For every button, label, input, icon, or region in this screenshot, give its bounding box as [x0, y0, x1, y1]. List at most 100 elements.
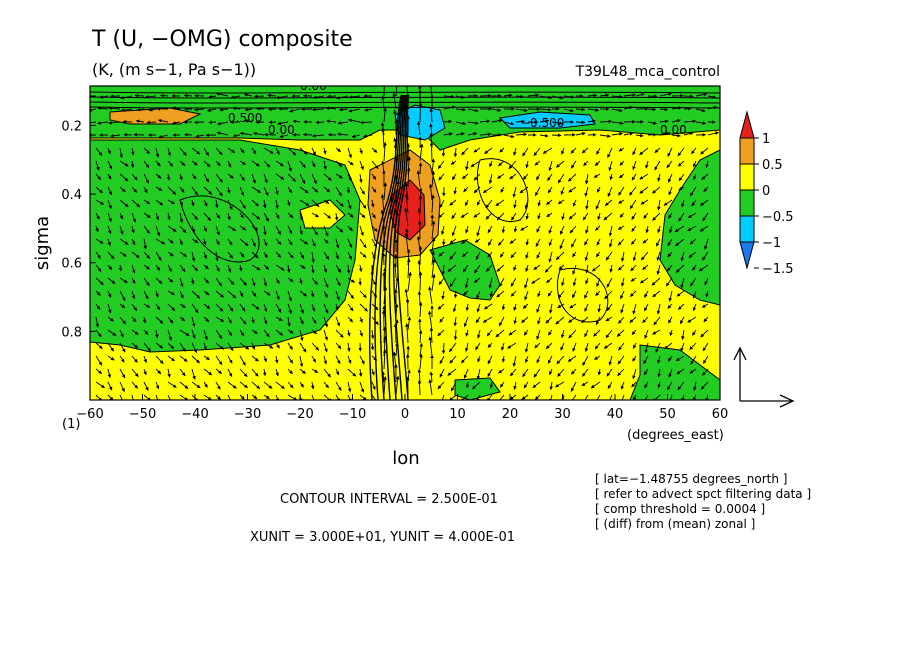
wind-vector [370, 199, 375, 208]
wind-vector [90, 121, 97, 124]
wind-vector [335, 316, 341, 327]
wind-vector [275, 342, 280, 349]
wind-vector [119, 342, 126, 353]
wind-vector [251, 160, 260, 167]
wind-vector [347, 381, 352, 393]
wind-vector [467, 132, 478, 136]
wind-vector [335, 303, 339, 311]
wind-vector [95, 277, 104, 286]
wind-vector [449, 342, 457, 353]
wind-vector [335, 342, 342, 349]
wind-vector [681, 329, 685, 340]
wind-vector [335, 199, 344, 207]
wind-vector [453, 290, 458, 299]
wind-vector [95, 290, 101, 296]
wind-vector [323, 381, 329, 389]
info-line: [ comp threshold = 0.0004 ] [595, 502, 765, 516]
colorbar-segment [739, 137, 755, 165]
wind-vector [119, 173, 129, 182]
wind-vector [239, 186, 245, 196]
wind-vector [703, 186, 709, 193]
wind-vector [669, 225, 673, 234]
wind-vector [667, 355, 673, 362]
wind-vector [227, 238, 233, 246]
colorbar: 1 0.5 0 −0.5 −1 −1.5 [739, 110, 794, 277]
wind-vector [681, 199, 685, 208]
colorbar-label: 0.5 [762, 158, 783, 173]
wind-vector [179, 264, 186, 273]
wind-vector [617, 238, 625, 246]
wind-vector [203, 251, 207, 259]
wind-vector [450, 381, 457, 392]
wind-vector [251, 381, 261, 390]
wind-vector [520, 225, 529, 231]
wind-vector [347, 303, 354, 312]
wind-vector [167, 186, 177, 195]
wind-vector [347, 329, 351, 337]
wind-vector [131, 329, 139, 335]
wind-vector [191, 368, 196, 380]
wind-vector [462, 173, 469, 180]
wind-vector [655, 342, 661, 353]
wind-vector [451, 212, 457, 219]
wind-vector [239, 225, 247, 231]
wind-vector [675, 238, 685, 247]
run-name: T39L48_mca_control [575, 64, 720, 80]
wind-vector [630, 264, 637, 272]
wind-vector [680, 277, 685, 289]
wind-vector [687, 225, 697, 232]
wind-vector [606, 368, 613, 377]
wind-vector [203, 225, 207, 232]
wind-vector [143, 212, 151, 219]
wind-vector [95, 147, 103, 156]
wind-vector [251, 316, 255, 324]
wind-vector [287, 251, 294, 259]
wind-vector [607, 147, 613, 158]
wind-vector [463, 186, 469, 193]
wind-vector [275, 160, 284, 167]
wind-vector [143, 303, 151, 308]
wind-vector [525, 160, 529, 169]
wind-vector [203, 277, 210, 284]
wind-vector [671, 133, 681, 138]
x-tick-label: −10 [339, 407, 366, 422]
wind-vector [587, 108, 600, 112]
wind-vector [191, 147, 201, 155]
wind-vector [570, 368, 577, 375]
y-axis-title: sigma [32, 216, 53, 270]
wind-vector [253, 131, 265, 136]
wind-vector [604, 199, 613, 206]
wind-vector [167, 368, 171, 378]
wind-vector [496, 264, 505, 272]
wind-vector [680, 342, 685, 352]
wind-vector [203, 316, 210, 323]
wind-vector [539, 107, 552, 112]
wind-vector [107, 303, 112, 314]
wind-vector [335, 290, 340, 301]
wind-vector [347, 147, 352, 159]
wind-vector [323, 368, 331, 378]
wind-vector [525, 251, 529, 259]
wind-vector [491, 108, 502, 112]
wind-vector [155, 225, 161, 237]
wind-vector [299, 251, 305, 259]
wind-vector [299, 238, 309, 245]
wind-vector [143, 381, 149, 391]
wind-vector [404, 232, 409, 253]
wind-vector [299, 381, 304, 388]
wind-vector [107, 277, 116, 284]
wind-vector [667, 251, 673, 258]
wind-vector [215, 355, 223, 366]
x-tick-label: −30 [234, 407, 261, 422]
wind-vector [263, 160, 271, 168]
wind-vector [501, 225, 506, 234]
wind-vector [404, 193, 409, 214]
wind-vector [215, 186, 223, 197]
wind-vector [470, 160, 481, 168]
wind-vector [371, 147, 378, 153]
wind-vector [474, 264, 481, 274]
wind-vector [607, 186, 613, 197]
wind-vector [557, 368, 565, 377]
wind-vector [407, 271, 412, 292]
yellow-patch-west [299, 199, 346, 229]
